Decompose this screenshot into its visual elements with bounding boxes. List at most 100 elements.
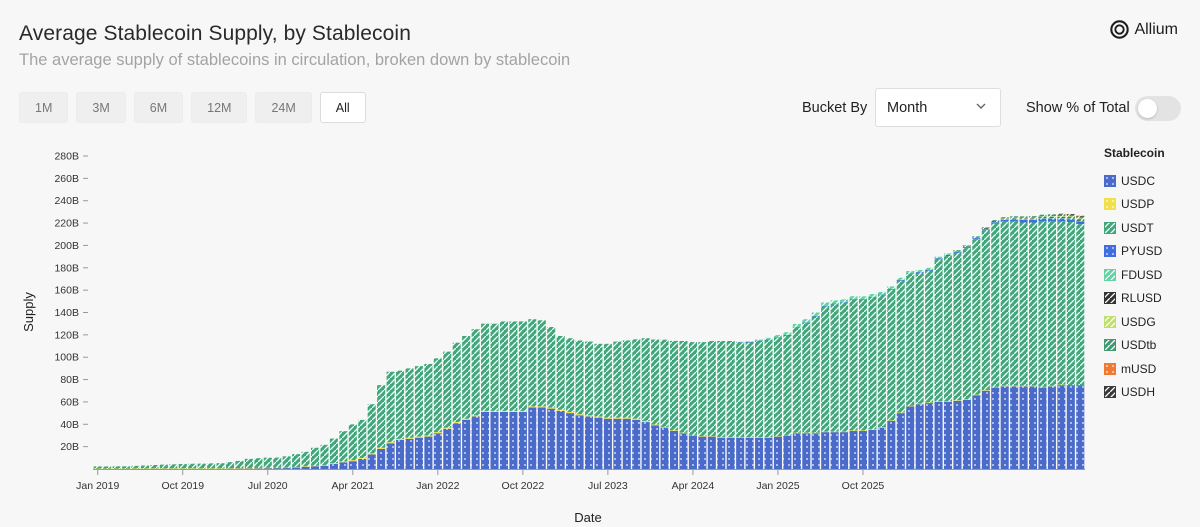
bar-stack[interactable]	[122, 466, 131, 470]
bar-stack[interactable]	[93, 466, 102, 470]
bar-stack[interactable]	[518, 321, 527, 469]
legend-item-usdtb[interactable]: USDtb	[1104, 334, 1165, 358]
bar-stack[interactable]	[764, 337, 773, 469]
bar-stack[interactable]	[499, 321, 508, 469]
bar-stack[interactable]	[310, 447, 320, 469]
bar-stack[interactable]	[197, 463, 206, 470]
legend-item-pyusd[interactable]: PYUSD	[1104, 240, 1165, 264]
bar-stack[interactable]	[292, 454, 301, 469]
bar-stack[interactable]	[632, 339, 641, 469]
bar-stack[interactable]	[660, 339, 669, 469]
bar-stack[interactable]	[481, 323, 490, 469]
legend-item-usdp[interactable]: USDP	[1104, 193, 1165, 217]
legend-item-usdg[interactable]: USDG	[1104, 310, 1165, 334]
bar-stack[interactable]	[972, 236, 981, 469]
bar-stack[interactable]	[235, 460, 244, 469]
bar-stack[interactable]	[339, 431, 348, 469]
bar-stack[interactable]	[934, 256, 943, 469]
bar-stack[interactable]	[547, 327, 556, 469]
bar-stack[interactable]	[707, 341, 716, 469]
bar-stack[interactable]	[443, 351, 452, 469]
bar-stack[interactable]	[490, 323, 499, 469]
bar-stack[interactable]	[802, 319, 811, 469]
bar-stack[interactable]	[981, 227, 990, 469]
bar-stack[interactable]	[225, 462, 235, 469]
bar-stack[interactable]	[386, 371, 395, 469]
bar-stack[interactable]	[112, 466, 121, 470]
bar-stack[interactable]	[858, 296, 868, 469]
bar-stack[interactable]	[849, 296, 858, 469]
bar-stack[interactable]	[575, 340, 584, 469]
legend-item-fdusd[interactable]: FDUSD	[1104, 263, 1165, 287]
bar-stack[interactable]	[887, 286, 896, 469]
bar-stack[interactable]	[603, 343, 612, 469]
bar-stack[interactable]	[566, 338, 575, 469]
bar-stack[interactable]	[783, 332, 792, 469]
bar-stack[interactable]	[915, 270, 924, 469]
bar-stack[interactable]	[254, 458, 263, 469]
bucket-select[interactable]: Month	[875, 88, 1001, 127]
bar-stack[interactable]	[688, 342, 697, 469]
bar-stack[interactable]	[991, 220, 1000, 469]
bar-stack[interactable]	[1066, 214, 1075, 469]
bar-stack[interactable]	[471, 329, 480, 469]
bar-stack[interactable]	[150, 464, 159, 470]
bar-stack[interactable]	[1029, 216, 1038, 469]
legend-item-usdt[interactable]: USDT	[1104, 216, 1165, 240]
bar-stack[interactable]	[528, 319, 537, 469]
bar-stack[interactable]	[405, 368, 414, 469]
bar-stack[interactable]	[103, 466, 112, 470]
bar-stack[interactable]	[792, 323, 801, 469]
bar-stack[interactable]	[263, 457, 272, 469]
bar-stack[interactable]	[556, 335, 565, 469]
bar-stack[interactable]	[244, 458, 253, 469]
bar-stack[interactable]	[1047, 214, 1056, 469]
bar-stack[interactable]	[140, 465, 149, 470]
bar-stack[interactable]	[1019, 216, 1028, 469]
bar-stack[interactable]	[188, 463, 197, 470]
bar-stack[interactable]	[329, 438, 338, 469]
bar-stack[interactable]	[396, 370, 405, 469]
legend-item-musd[interactable]: mUSD	[1104, 357, 1165, 381]
bar-stack[interactable]	[377, 385, 386, 469]
bar-stack[interactable]	[925, 267, 934, 469]
range-button-12m[interactable]: 12M	[191, 92, 248, 123]
bar-stack[interactable]	[755, 339, 764, 469]
bar-stack[interactable]	[452, 342, 461, 469]
legend-item-usdh[interactable]: USDH	[1104, 381, 1165, 405]
bar-stack[interactable]	[414, 366, 423, 469]
show-pct-toggle[interactable]	[1135, 96, 1181, 121]
bar-stack[interactable]	[962, 245, 971, 469]
bar-stack[interactable]	[717, 341, 726, 469]
bar-stack[interactable]	[773, 335, 782, 469]
bar-stack[interactable]	[840, 299, 849, 469]
bar-stack[interactable]	[877, 291, 886, 469]
bar-stack[interactable]	[821, 302, 830, 469]
bar-stack[interactable]	[537, 320, 546, 469]
bar-stack[interactable]	[348, 424, 357, 469]
bar-stack[interactable]	[1038, 214, 1047, 469]
range-button-24m[interactable]: 24M	[255, 92, 312, 123]
bar-stack[interactable]	[1076, 215, 1085, 469]
bar-stack[interactable]	[320, 444, 329, 469]
bar-stack[interactable]	[1057, 213, 1066, 469]
range-button-6m[interactable]: 6M	[133, 92, 184, 123]
bar-stack[interactable]	[641, 338, 650, 469]
range-button-3m[interactable]: 3M	[76, 92, 126, 123]
bar-stack[interactable]	[868, 294, 877, 469]
bar-stack[interactable]	[670, 340, 679, 469]
bar-stack[interactable]	[433, 358, 442, 469]
bar-stack[interactable]	[169, 464, 178, 470]
bar-stack[interactable]	[367, 404, 376, 469]
bar-stack[interactable]	[131, 465, 140, 470]
bar-stack[interactable]	[1000, 217, 1009, 469]
legend-item-rlusd[interactable]: RLUSD	[1104, 287, 1165, 311]
bar-stack[interactable]	[358, 419, 367, 469]
bar-stack[interactable]	[953, 250, 962, 469]
bar-stack[interactable]	[207, 463, 216, 470]
legend-item-usdc[interactable]: USDC	[1104, 169, 1165, 193]
bar-stack[interactable]	[943, 253, 953, 469]
bar-stack[interactable]	[811, 312, 820, 470]
bar-stack[interactable]	[301, 451, 310, 469]
bar-stack[interactable]	[651, 339, 660, 469]
